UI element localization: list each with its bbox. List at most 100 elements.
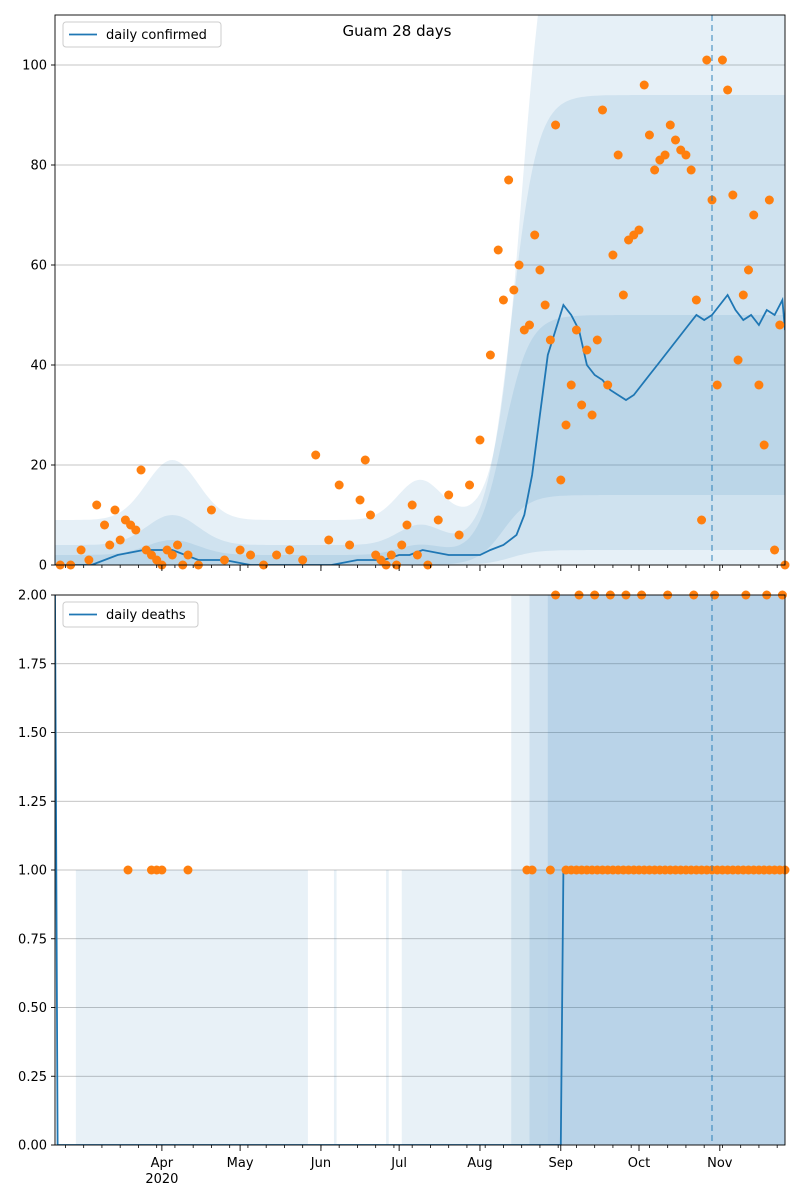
data-point: [454, 530, 464, 540]
data-point: [613, 150, 623, 160]
data-point: [723, 85, 733, 95]
data-point: [650, 165, 660, 175]
data-point: [764, 195, 774, 205]
chart-title: Guam 28 days: [343, 22, 452, 40]
data-point: [355, 495, 365, 505]
y-tick-label: 40: [30, 359, 47, 374]
data-point: [183, 550, 193, 560]
data-point: [660, 150, 670, 160]
data-point: [712, 380, 722, 390]
y-tick-label: 0.50: [18, 1001, 47, 1016]
y-tick-label: 60: [30, 259, 47, 274]
uncertainty-band: [55, 315, 785, 565]
data-point: [744, 265, 753, 275]
data-point: [681, 150, 691, 160]
data-point: [345, 540, 355, 550]
data-point: [582, 345, 592, 355]
x-tick-label: Jun: [310, 1156, 331, 1171]
data-point: [100, 520, 110, 530]
data-point: [545, 865, 555, 875]
data-point: [131, 525, 141, 535]
y-tick-label: 0.00: [18, 1139, 47, 1154]
y-tick-label: 1.75: [18, 657, 47, 672]
legend-box: [62, 601, 199, 628]
data-point: [530, 230, 540, 240]
data-point: [728, 190, 738, 200]
data-point: [173, 540, 183, 550]
data-point: [504, 175, 514, 185]
data-point: [402, 520, 412, 530]
uncertainty-band: [55, 95, 785, 565]
data-point: [525, 320, 534, 330]
confirmed-panel: Guam 28 days 0 20 40 60 80 100 daily confirmed: [22, 14, 790, 574]
legend-label: daily deaths: [106, 608, 186, 623]
data-point: [157, 865, 167, 875]
data-point: [717, 55, 727, 65]
data-point: [749, 210, 759, 220]
data-point: [475, 435, 485, 445]
data-point: [509, 285, 519, 295]
data-point: [551, 120, 561, 130]
data-point: [665, 120, 675, 130]
data-point: [465, 480, 475, 490]
y-tick-label: 20: [30, 459, 47, 474]
data-point: [775, 320, 785, 330]
data-point: [272, 550, 282, 560]
y-tick-label: 80: [30, 159, 47, 174]
x-tick-label: Nov: [707, 1156, 733, 1171]
y-tick-label: 0.75: [18, 932, 47, 947]
x-tick-label: May: [227, 1156, 254, 1171]
data-point: [540, 300, 550, 310]
data-point: [691, 295, 701, 305]
deaths-panel: 0.00 0.25 0.50 0.75 1.00 1.25 1.50 1.75 2.00 Apr M…: [18, 589, 790, 1187]
data-point: [206, 505, 216, 515]
data-point: [246, 550, 256, 560]
data-point: [123, 865, 133, 875]
data-point: [545, 335, 555, 345]
data-point: [235, 545, 245, 555]
data-point: [365, 510, 375, 520]
data-point: [493, 245, 503, 255]
data-point: [412, 550, 422, 560]
data-point: [598, 105, 607, 115]
data-point: [76, 545, 86, 555]
y-tick-label: 100: [22, 59, 47, 74]
data-point: [587, 410, 597, 420]
data-point: [334, 480, 344, 490]
uncertainty-band: [55, 15, 785, 565]
data-point: [603, 380, 613, 390]
data-point: [514, 260, 524, 270]
y-tick-label: 1.25: [18, 795, 47, 810]
data-point: [571, 325, 581, 335]
data-point: [759, 440, 769, 450]
data-point: [183, 865, 193, 875]
data-point: [433, 515, 443, 525]
data-point: [105, 540, 115, 550]
series-line: [55, 293, 785, 565]
data-point: [556, 475, 566, 485]
x-tick-label: Aug: [467, 1156, 492, 1171]
legend-label: daily confirmed: [106, 28, 207, 43]
axes-frame: [54, 14, 786, 566]
data-point: [608, 250, 618, 260]
data-point: [671, 135, 680, 145]
data-point: [770, 545, 780, 555]
data-point: [397, 540, 407, 550]
y-tick-label: 1.00: [18, 864, 47, 879]
data-point: [498, 295, 508, 305]
data-point: [561, 420, 571, 430]
data-point: [110, 505, 120, 515]
legend: daily deaths: [62, 601, 199, 628]
legend: daily confirmed: [62, 21, 222, 48]
legend-box: [62, 21, 222, 48]
x-tick-label: Apr: [151, 1156, 174, 1171]
data-point: [84, 555, 94, 565]
data-point: [136, 465, 146, 475]
data-point: [592, 335, 602, 345]
data-point: [115, 535, 125, 545]
uncertainty-band: [386, 870, 389, 1145]
data-point: [485, 350, 495, 360]
data-point: [407, 500, 417, 510]
data-point: [702, 55, 712, 65]
